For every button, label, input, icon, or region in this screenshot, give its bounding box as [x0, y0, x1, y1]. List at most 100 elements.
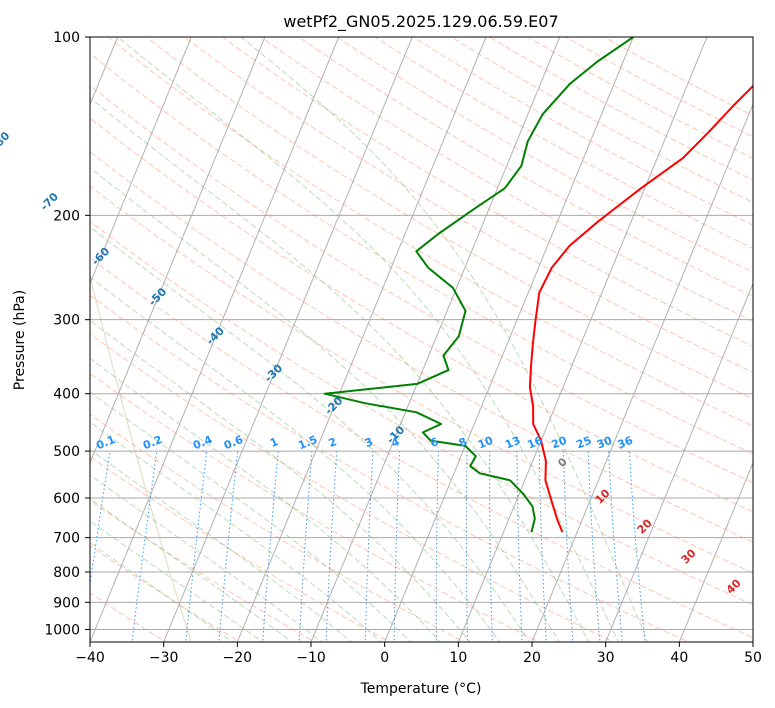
- dry-adiabat-line: [90, 151, 753, 543]
- moist-adiabat-line: [90, 319, 471, 642]
- y-tick-label: 900: [53, 595, 80, 611]
- isotherm-line: [163, 37, 413, 642]
- mixing-ratio-line: [364, 451, 374, 642]
- isotherm-line: [90, 37, 192, 285]
- x-tick-label: −40: [75, 650, 105, 666]
- dry-adiabat-line: [90, 333, 615, 642]
- moist-adiabat-line: [117, 37, 619, 642]
- dry-adiabat-label: -60: [89, 245, 112, 268]
- y-tick-label: 400: [53, 387, 80, 403]
- moist-adiabat-line: [240, 37, 649, 642]
- y-axis-title: Pressure (hPa): [12, 290, 28, 390]
- mixing-ratio-line: [393, 451, 401, 642]
- dry-adiabat-line: [259, 37, 753, 322]
- moist-adiabat-line: [90, 421, 382, 642]
- dry-adiabat-line: [221, 37, 753, 348]
- dry-adiabat-line: [374, 37, 753, 250]
- mixing-ratio-label: 0.2: [141, 433, 164, 452]
- series-layer: [323, 37, 753, 533]
- dry-adiabat-line: [488, 37, 753, 181]
- x-tick-label: −10: [296, 650, 326, 666]
- dry-adiabat-line: [90, 220, 753, 606]
- x-tick-label: −30: [149, 650, 179, 666]
- x-axis-title: Temperature (°C): [360, 681, 482, 697]
- mixing-ratio-line: [131, 451, 158, 642]
- mixing-ratio-line: [90, 451, 111, 588]
- moist-adiabat-line: [90, 542, 234, 642]
- dry-adiabat-line: [90, 257, 753, 639]
- x-tick-label: −20: [223, 650, 253, 666]
- dry-adiabat-line: [412, 37, 753, 226]
- mixing-ratio-label: 16: [525, 434, 544, 452]
- x-tick-label: 20: [523, 650, 541, 666]
- temperature-profile-line: [528, 84, 753, 533]
- moist-adiabat-line: [90, 167, 560, 642]
- dry-adiabat-line: [526, 37, 753, 159]
- background-lines: [90, 37, 753, 642]
- y-tick-label: 1000: [44, 622, 80, 638]
- dry-adiabat-label: -80: [0, 129, 13, 152]
- moist-adiabat-label: 20: [635, 516, 655, 536]
- mixing-ratio-label: 30: [595, 434, 614, 452]
- axes: −40 −30 −20 −10 0 10 20 30 40 50 100 200 300 400 500 60…: [44, 30, 762, 666]
- dry-adiabat-line: [107, 37, 753, 427]
- dry-adiabat-label: -50: [146, 285, 169, 308]
- isotherm-line: [90, 37, 266, 465]
- mixing-ratio-label: 0.1: [94, 433, 117, 452]
- mixing-ratio-label: 0.4: [191, 433, 214, 452]
- dry-adiabat-line: [90, 499, 316, 642]
- x-tick-label: 0: [380, 650, 389, 666]
- mixing-ratio-label: 1.5: [296, 433, 319, 452]
- y-tick-label: 600: [53, 491, 80, 507]
- isotherm-line: [752, 640, 753, 642]
- moist-adiabat-line: [90, 474, 323, 642]
- mixing-ratio-label: 8: [457, 435, 469, 450]
- dry-adiabat-line: [90, 294, 690, 642]
- mixing-ratio-label: 10: [476, 434, 495, 452]
- mixing-ratio-label: 20: [550, 434, 569, 452]
- moist-adiabat-line: [90, 97, 590, 642]
- mixing-ratio-line: [465, 451, 469, 642]
- moist-adiabat-line: [90, 497, 293, 642]
- moist-adiabat-label: 40: [724, 576, 744, 596]
- dry-adiabat-line: [298, 37, 753, 297]
- moist-adiabat-label: 30: [679, 546, 699, 566]
- mixing-ratio-line: [489, 451, 493, 642]
- mixing-ratio-label: 0.6: [222, 433, 245, 452]
- plot-frame: [89, 36, 754, 643]
- moist-adiabat-label: 10: [593, 486, 613, 506]
- mixing-ratio-label: 3: [363, 435, 375, 450]
- mixing-ratio-label: 1: [268, 435, 280, 450]
- x-tick-label: 10: [449, 650, 467, 666]
- mixing-ratio-label: 25: [574, 434, 593, 452]
- dry-adiabat-line: [90, 52, 753, 455]
- dry-adiabat-label: -30: [262, 361, 285, 384]
- moist-adiabat-line: [90, 391, 412, 642]
- moist-adiabat-line: [90, 448, 353, 642]
- y-tick-label: 200: [53, 208, 80, 224]
- isotherm-line: [310, 37, 561, 642]
- mixing-ratio-line: [516, 451, 523, 642]
- moist-adiabat-line: [90, 357, 442, 642]
- moist-adiabat-line: [90, 226, 531, 642]
- moist-adiabat-line: [90, 520, 264, 642]
- y-tick-label: 800: [53, 565, 80, 581]
- y-tick-label: 100: [53, 30, 80, 46]
- x-tick-label: 40: [670, 650, 688, 666]
- dry-adiabat-line: [90, 84, 753, 484]
- mixing-ratio-label: 13: [503, 434, 522, 452]
- x-tick-label: 30: [597, 650, 615, 666]
- dry-adiabat-line: [183, 37, 753, 373]
- mixing-ratio-line: [538, 451, 547, 642]
- mixing-ratio-line: [608, 451, 623, 642]
- x-tick-label: 50: [744, 650, 762, 666]
- dry-adiabat-line: [90, 413, 466, 642]
- chart-title: wetPf2_GN05.2025.129.06.59.E07: [283, 12, 558, 32]
- y-tick-label: 500: [53, 444, 80, 460]
- dry-adiabat-line: [90, 117, 753, 513]
- mixing-ratio-label: 2: [327, 435, 339, 450]
- mixing-ratio-line: [298, 451, 313, 642]
- mixing-ratio-label: 36: [616, 434, 635, 452]
- mixing-ratio-line: [325, 451, 338, 642]
